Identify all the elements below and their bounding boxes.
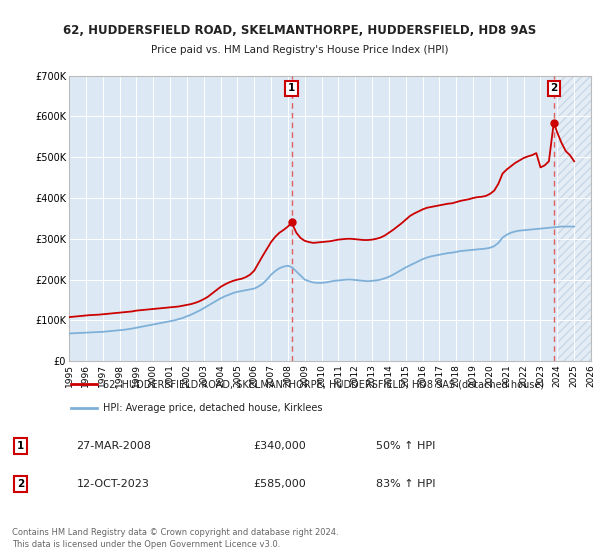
Text: £340,000: £340,000 xyxy=(253,441,306,451)
Text: 50% ↑ HPI: 50% ↑ HPI xyxy=(376,441,436,451)
Text: HPI: Average price, detached house, Kirklees: HPI: Average price, detached house, Kirk… xyxy=(103,403,322,413)
Text: 1: 1 xyxy=(17,441,25,451)
Text: 1: 1 xyxy=(288,83,295,94)
Text: 62, HUDDERSFIELD ROAD, SKELMANTHORPE, HUDDERSFIELD, HD8 9AS (detached house): 62, HUDDERSFIELD ROAD, SKELMANTHORPE, HU… xyxy=(103,380,544,390)
Text: 27-MAR-2008: 27-MAR-2008 xyxy=(77,441,152,451)
Text: 12-OCT-2023: 12-OCT-2023 xyxy=(77,479,149,489)
Text: Price paid vs. HM Land Registry's House Price Index (HPI): Price paid vs. HM Land Registry's House … xyxy=(151,45,449,55)
Text: 83% ↑ HPI: 83% ↑ HPI xyxy=(376,479,436,489)
Bar xyxy=(557,76,591,361)
Text: £585,000: £585,000 xyxy=(253,479,306,489)
Text: 62, HUDDERSFIELD ROAD, SKELMANTHORPE, HUDDERSFIELD, HD8 9AS: 62, HUDDERSFIELD ROAD, SKELMANTHORPE, HU… xyxy=(64,24,536,38)
Text: Contains HM Land Registry data © Crown copyright and database right 2024.
This d: Contains HM Land Registry data © Crown c… xyxy=(12,528,338,549)
Text: 2: 2 xyxy=(17,479,25,489)
Text: 2: 2 xyxy=(550,83,557,94)
